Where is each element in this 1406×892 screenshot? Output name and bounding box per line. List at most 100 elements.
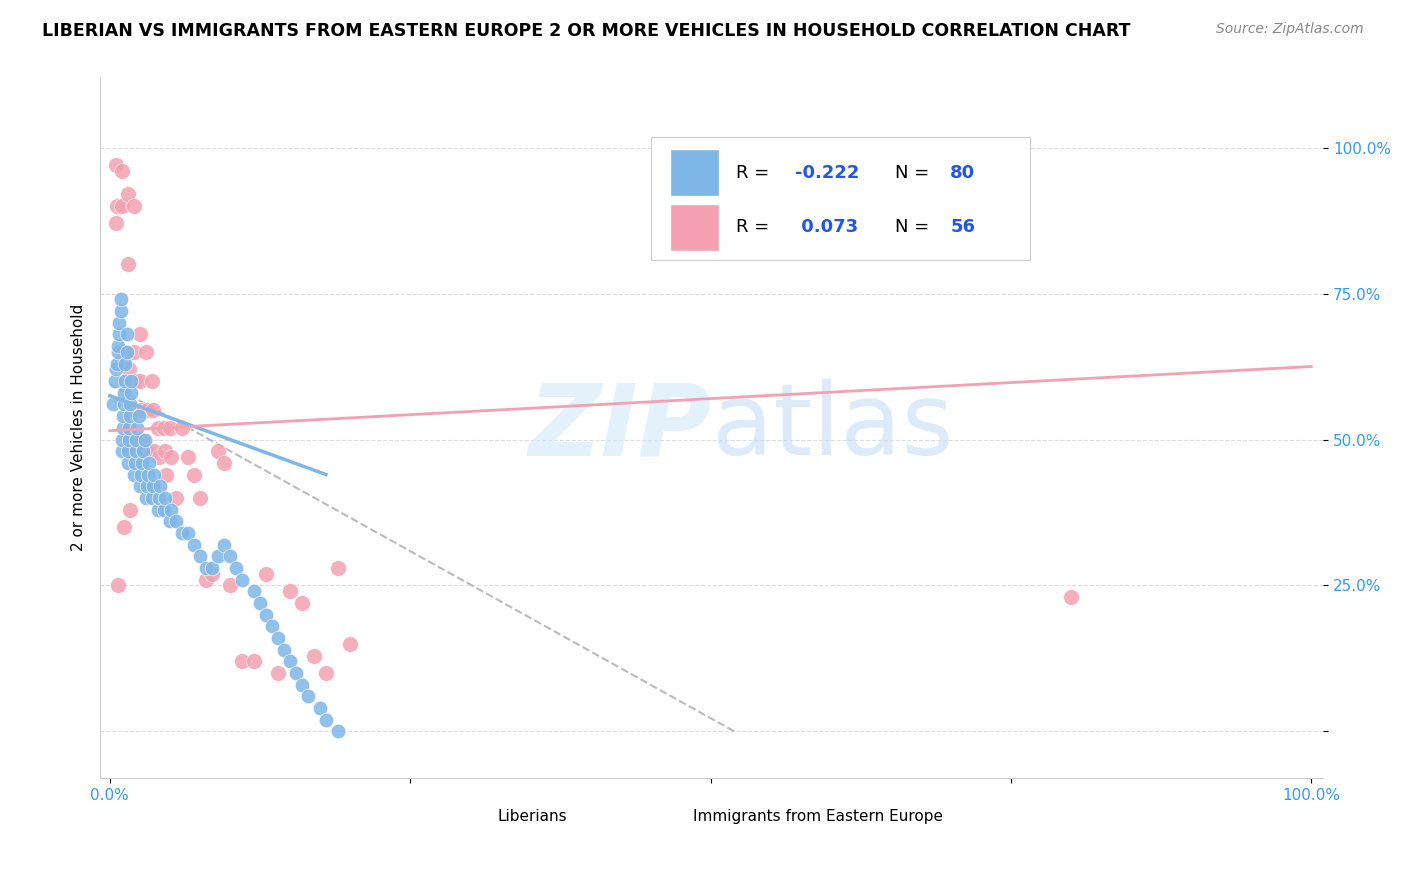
Text: atlas: atlas [711, 379, 953, 476]
Point [1060, 590, 1083, 604]
Point [194, 573, 217, 587]
Text: 0.073: 0.073 [794, 219, 858, 236]
Point [297, 690, 319, 704]
Point [117, 456, 139, 470]
Point [104, 158, 127, 172]
Point [153, 491, 176, 505]
Point [254, 566, 277, 581]
Point [111, 433, 134, 447]
Point [108, 327, 131, 342]
Point [135, 491, 157, 505]
Point [104, 216, 127, 230]
Text: ZIP: ZIP [529, 379, 711, 476]
Point [243, 654, 266, 668]
Point [207, 444, 229, 458]
Text: Source: ZipAtlas.com: Source: ZipAtlas.com [1216, 22, 1364, 37]
Point [129, 467, 152, 482]
Point [148, 450, 170, 464]
Point [146, 421, 169, 435]
Point [107, 339, 129, 353]
Point [105, 357, 128, 371]
Point [143, 444, 166, 458]
Point [273, 642, 295, 657]
Point [125, 444, 148, 458]
Point [117, 444, 139, 458]
Text: R =: R = [737, 164, 775, 182]
Point [110, 304, 132, 318]
Point [120, 409, 142, 424]
Point [142, 403, 165, 417]
Point [153, 421, 176, 435]
Point [110, 293, 132, 307]
Point [219, 578, 242, 592]
Point [138, 456, 160, 470]
Point [155, 467, 177, 482]
Point [118, 421, 141, 435]
Point [105, 199, 128, 213]
Point [120, 502, 142, 516]
Point [131, 456, 153, 470]
Point [114, 374, 136, 388]
Point [142, 479, 165, 493]
Point [278, 654, 301, 668]
Point [103, 397, 125, 411]
Point [231, 654, 253, 668]
Point [125, 444, 148, 458]
Point [188, 491, 211, 505]
Point [112, 520, 135, 534]
Text: 80: 80 [950, 164, 976, 182]
Point [112, 385, 135, 400]
Point [112, 397, 135, 411]
Point [177, 525, 200, 540]
Point [103, 374, 125, 388]
Point [160, 450, 183, 464]
Point [135, 345, 157, 359]
Point [267, 631, 290, 645]
Point [326, 561, 349, 575]
Point [125, 433, 148, 447]
Point [146, 502, 169, 516]
Point [131, 433, 153, 447]
Point [132, 444, 155, 458]
Point [149, 479, 172, 493]
Point [170, 525, 193, 540]
Point [112, 374, 135, 388]
FancyBboxPatch shape [655, 803, 685, 830]
Point [153, 444, 176, 458]
Point [128, 374, 150, 388]
Point [159, 514, 181, 528]
Point [111, 164, 134, 178]
Point [128, 479, 150, 493]
Text: N =: N = [896, 164, 935, 182]
Point [127, 421, 149, 435]
Text: N =: N = [896, 219, 935, 236]
Point [122, 345, 145, 359]
Point [114, 357, 136, 371]
Point [122, 199, 145, 213]
Point [148, 491, 170, 505]
Point [201, 566, 224, 581]
Point [183, 467, 205, 482]
Text: R =: R = [737, 219, 775, 236]
Y-axis label: 2 or more Vehicles in Household: 2 or more Vehicles in Household [72, 304, 86, 551]
Point [177, 450, 200, 464]
Point [170, 421, 193, 435]
Text: LIBERIAN VS IMMIGRANTS FROM EASTERN EUROPE 2 OR MORE VEHICLES IN HOUSEHOLD CORRE: LIBERIAN VS IMMIGRANTS FROM EASTERN EURO… [42, 22, 1130, 40]
Point [117, 187, 139, 202]
Point [326, 724, 349, 739]
Text: -0.222: -0.222 [794, 164, 859, 182]
Point [160, 502, 183, 516]
Point [278, 584, 301, 599]
Point [315, 666, 337, 681]
Point [194, 561, 217, 575]
Point [188, 549, 211, 564]
Text: Liberians: Liberians [498, 809, 567, 824]
Point [118, 433, 141, 447]
Text: Immigrants from Eastern Europe: Immigrants from Eastern Europe [693, 809, 943, 824]
Point [309, 701, 332, 715]
Point [285, 666, 308, 681]
Point [153, 502, 176, 516]
Point [120, 374, 142, 388]
Point [260, 619, 283, 633]
Point [124, 374, 146, 388]
